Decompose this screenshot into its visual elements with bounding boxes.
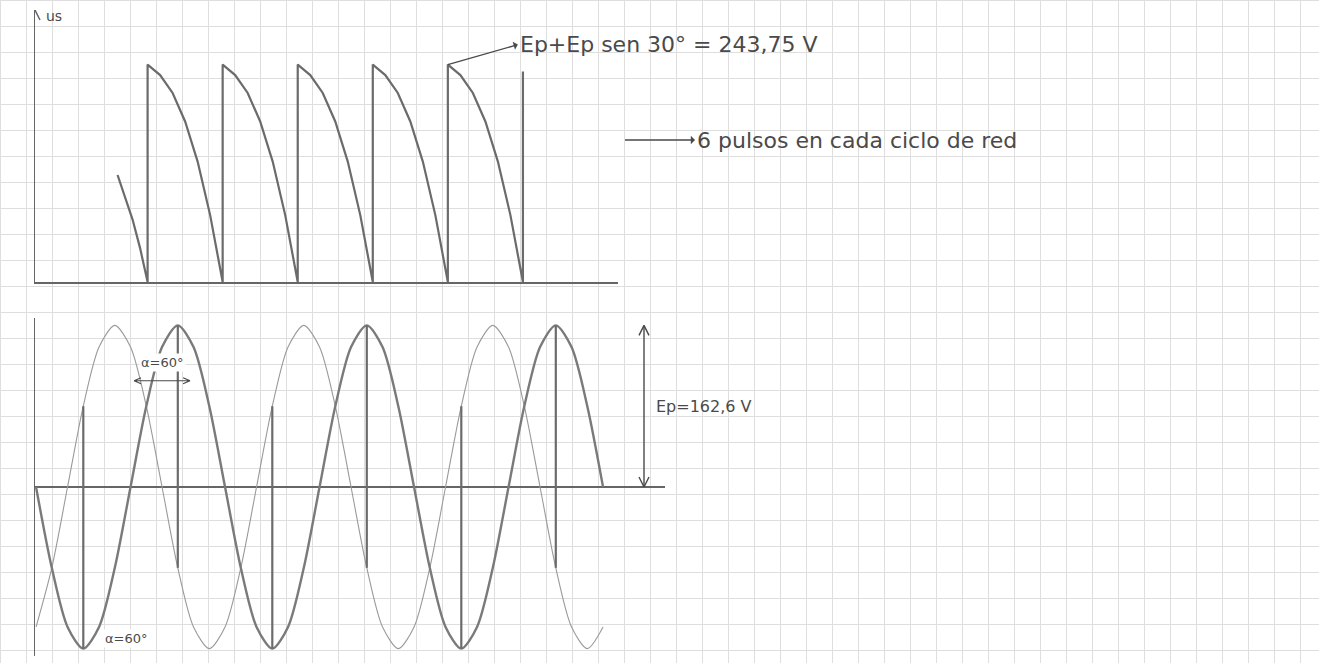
svg-text:6 pulsos en cada ciclo de red: 6 pulsos en cada ciclo de red: [697, 128, 1017, 153]
svg-text:Ep=162,6 V: Ep=162,6 V: [656, 397, 752, 416]
svg-text:Ep+Ep sen 30° = 243,75 V: Ep+Ep sen 30° = 243,75 V: [520, 32, 818, 57]
svg-text:α=60°: α=60°: [141, 355, 184, 370]
svg-text:α=60°: α=60°: [105, 631, 148, 646]
svg-text:us: us: [46, 8, 62, 24]
